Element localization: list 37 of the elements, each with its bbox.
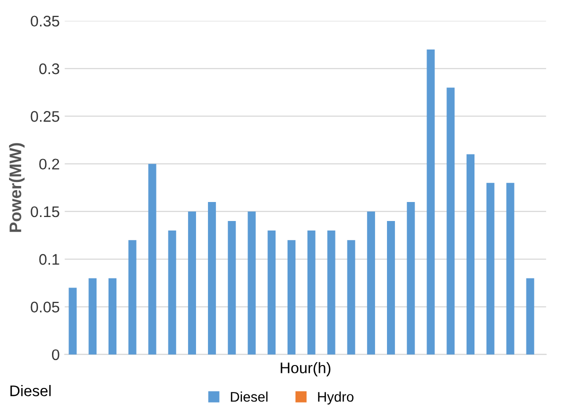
bar: [466, 154, 474, 354]
bar: [446, 88, 455, 354]
y-tick-label: 0.35: [30, 16, 60, 27]
y-tick-label: 0.1: [39, 254, 60, 265]
bar: [88, 278, 97, 354]
bar: [168, 230, 176, 354]
bar: [128, 240, 136, 354]
bar: [367, 211, 376, 354]
bar: [347, 240, 356, 354]
bar: [406, 202, 415, 354]
bar: [327, 230, 336, 354]
y-tick-label: 0.05: [30, 302, 60, 312]
bar: [248, 211, 256, 354]
y-tick-label: 0.15: [30, 206, 60, 218]
y-tick-label: 0.3: [39, 63, 60, 74]
bar: [148, 164, 156, 354]
bar: [108, 278, 116, 354]
bar: [386, 221, 395, 354]
legend-label: Diesel: [230, 392, 268, 402]
bar: [188, 211, 196, 354]
y-tick-label: 0: [52, 349, 60, 360]
bar: [486, 182, 494, 354]
bar: [208, 202, 216, 354]
bar: [228, 221, 236, 354]
y-tick-label: 0.2: [39, 158, 60, 170]
y-axis-title: Power(MW): [9, 143, 25, 232]
bar: [426, 49, 435, 354]
bar: [506, 182, 514, 354]
y-tick-label: 0.25: [30, 111, 60, 122]
bar: [268, 230, 276, 354]
text: Diesel: [10, 385, 51, 396]
bar: [68, 288, 77, 354]
bar: [526, 278, 534, 354]
x-axis-title: Hour(h): [280, 362, 330, 376]
bar: [307, 230, 316, 354]
legend-label: Hydro: [318, 392, 354, 404]
bar: [288, 240, 296, 354]
